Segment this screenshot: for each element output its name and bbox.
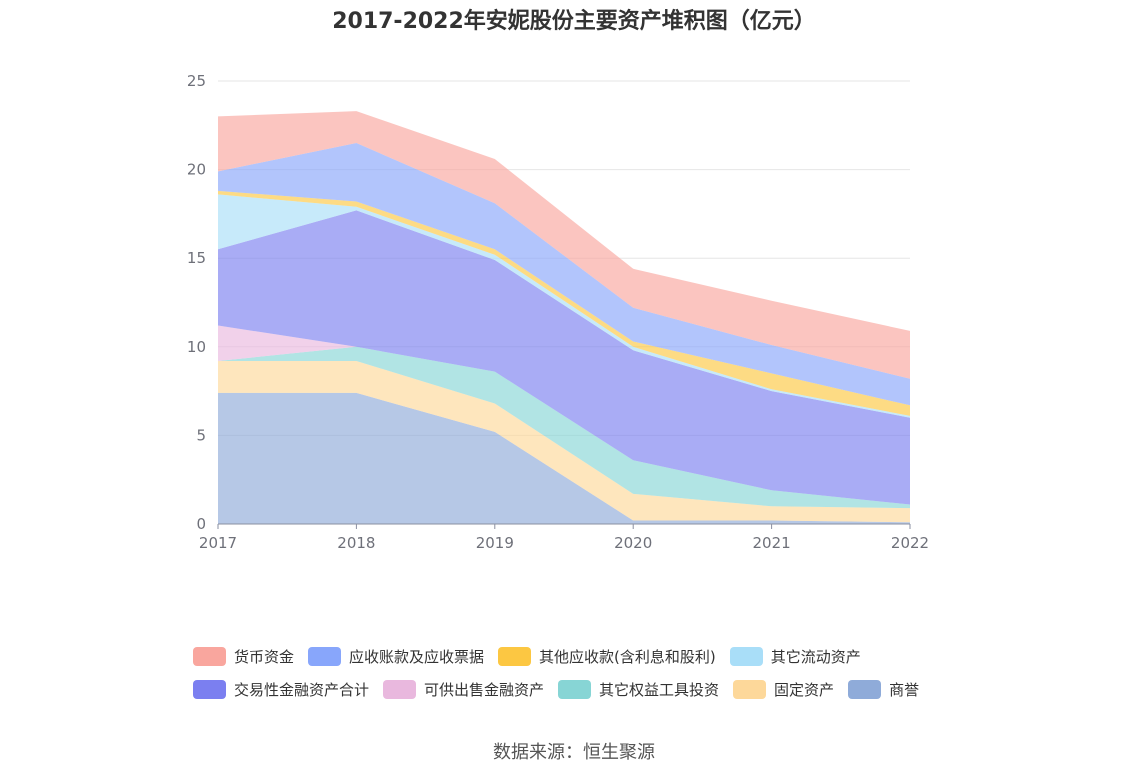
x-tick-label: 2020 [614, 534, 652, 552]
legend-item[interactable]: 交易性金融资产合计 [193, 679, 369, 700]
legend-label: 其他应收款(含利息和股利) [539, 648, 716, 666]
area-series [218, 210, 910, 505]
area-series [218, 194, 910, 418]
y-tick-label: 25 [187, 72, 206, 90]
chart-title: 2017-2022年安妮股份主要资产堆积图（亿元） [332, 9, 816, 34]
legend-swatch [558, 680, 592, 699]
chart-legend: 货币资金 应收账款及应收票据 其他应收款(含利息和股利) 其它流动资产交易性金融资产合… [193, 640, 993, 706]
legend-label: 固定资产 [774, 681, 835, 699]
x-tick-label: 2021 [753, 534, 791, 552]
legend-swatch [498, 647, 532, 666]
y-tick-label: 0 [196, 515, 206, 533]
legend-swatch [733, 680, 767, 699]
legend-item[interactable]: 其它流动资产 [729, 646, 861, 667]
y-tick-label: 10 [187, 338, 206, 356]
y-tick-label: 15 [187, 249, 206, 267]
legend-item[interactable]: 其他应收款(含利息和股利) [498, 646, 716, 667]
legend-item[interactable]: 商誉 [848, 679, 919, 700]
legend-label: 商誉 [889, 681, 920, 699]
legend-item[interactable]: 应收账款及应收票据 [308, 646, 484, 667]
legend-swatch [308, 647, 342, 666]
area-series [218, 325, 910, 505]
legend-label: 可供出售金融资产 [424, 681, 545, 699]
x-tick-label: 2017 [199, 534, 237, 552]
legend-item[interactable]: 货币资金 [193, 646, 294, 667]
area-series [218, 346, 910, 509]
legend-swatch [193, 680, 226, 699]
x-tick-label: 2018 [337, 534, 375, 552]
y-tick-label: 5 [196, 426, 206, 444]
area-series [218, 190, 910, 416]
y-tick-label: 20 [187, 161, 206, 179]
data-source: 数据来源：恒生聚源 [493, 742, 655, 763]
legend-label: 其它流动资产 [770, 648, 861, 666]
legend-label: 货币资金 [234, 648, 295, 666]
x-tick-label: 2019 [476, 534, 514, 552]
legend-item[interactable]: 可供出售金融资产 [383, 679, 544, 700]
area-series [218, 392, 910, 524]
legend-row: 交易性金融资产合计 可供出售金融资产 其它权益工具投资 固定资产 商誉 [193, 673, 993, 706]
legend-row: 货币资金 应收账款及应收票据 其他应收款(含利息和股利) 其它流动资产 [193, 640, 993, 673]
legend-swatch [729, 647, 763, 666]
legend-label: 应收账款及应收票据 [349, 648, 485, 666]
legend-label: 其它权益工具投资 [599, 681, 720, 699]
legend-item[interactable]: 其它权益工具投资 [558, 679, 719, 700]
x-tick-label: 2022 [891, 534, 929, 552]
legend-swatch [383, 680, 417, 699]
stacked-area-chart: 0 5 10 15 20 25 2017 2018 2019 2020 2021 2022 [187, 72, 929, 552]
legend-label: 交易性金融资产合计 [234, 681, 370, 699]
area-series [218, 143, 910, 406]
legend-swatch [848, 680, 882, 699]
legend-item[interactable]: 固定资产 [733, 679, 834, 700]
legend-swatch [193, 647, 226, 666]
area-series [218, 111, 910, 379]
area-series [218, 361, 910, 523]
